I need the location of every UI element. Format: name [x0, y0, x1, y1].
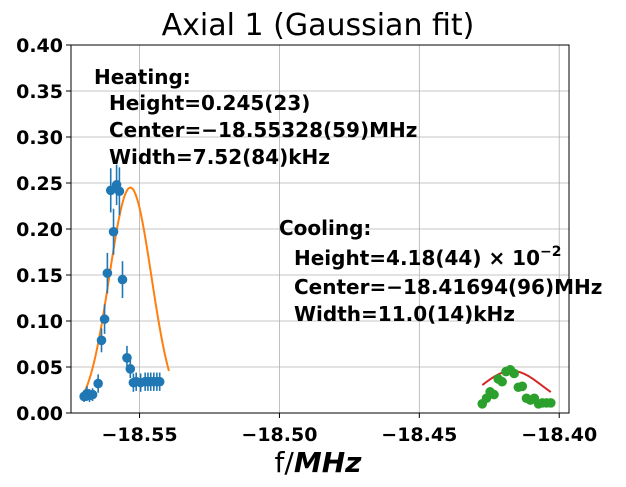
cooling-center: Center=−18.41694(96)MHz — [294, 275, 602, 299]
heating-point — [93, 378, 103, 389]
y-tick-label: 0.00 — [16, 403, 63, 425]
heating-point — [114, 186, 125, 197]
y-tick-label: 0.10 — [16, 311, 63, 333]
heating-height: Height=0.245(23) — [109, 91, 310, 115]
heating-point — [108, 226, 119, 237]
cooling-point — [509, 368, 519, 379]
heating-point — [102, 268, 113, 278]
x-axis-ticks: −18.55 −18.50 −18.45 −18.40 — [102, 413, 597, 446]
cooling-height-exponent: −2 — [540, 244, 561, 260]
x-tick-label: −18.55 — [102, 424, 178, 446]
cooling-width: Width=11.0(14)kHz — [294, 302, 515, 326]
heating-point — [122, 353, 132, 363]
cooling-height-main: Height=4.18(44) × 10 — [294, 246, 540, 270]
cooling-annotation: Cooling: Height=4.18(44) × 10−2 Center=−… — [279, 216, 602, 326]
chart-title: Axial 1 (Gaussian fit) — [162, 8, 475, 43]
x-axis-label-prefix: f/ — [275, 446, 295, 479]
y-tick-label: 0.05 — [16, 357, 63, 379]
grid — [71, 44, 569, 414]
y-tick-label: 0.30 — [16, 127, 63, 149]
x-tick-label: −18.50 — [241, 424, 317, 446]
heating-annotation: Heating: Height=0.245(23) Center=−18.553… — [94, 65, 417, 169]
x-tick-label: −18.40 — [521, 424, 597, 446]
cooling-height: Height=4.18(44) × 10−2 — [294, 244, 562, 270]
heating-width: Width=7.52(84)kHz — [109, 145, 330, 169]
y-axis-ticks: 0.00 0.05 0.10 0.15 0.20 0.25 0.30 0.35 0.40 — [16, 35, 71, 425]
cooling-point — [489, 389, 499, 400]
y-tick-label: 0.20 — [16, 219, 63, 241]
heating-point — [154, 376, 165, 387]
heating-point — [125, 364, 136, 374]
heating-point — [87, 389, 98, 400]
heating-point — [96, 335, 107, 346]
data-points — [79, 180, 556, 409]
x-axis-label-unit: MHz — [294, 446, 362, 479]
x-axis-label: f/MHz — [275, 446, 363, 479]
cooling-header: Cooling: — [279, 216, 371, 240]
y-tick-label: 0.25 — [16, 173, 63, 195]
heating-header: Heating: — [94, 65, 191, 89]
cooling-point — [497, 376, 507, 387]
heating-fit — [82, 186, 170, 395]
heating-point — [117, 274, 128, 285]
y-tick-label: 0.15 — [16, 265, 63, 287]
y-tick-label: 0.40 — [16, 35, 63, 57]
cooling-point — [517, 381, 528, 392]
x-tick-label: −18.45 — [381, 424, 457, 446]
cooling-point — [546, 398, 556, 408]
y-tick-label: 0.35 — [16, 81, 63, 103]
heating-point — [99, 314, 110, 324]
heating-center: Center=−18.55328(59)MHz — [109, 118, 417, 142]
